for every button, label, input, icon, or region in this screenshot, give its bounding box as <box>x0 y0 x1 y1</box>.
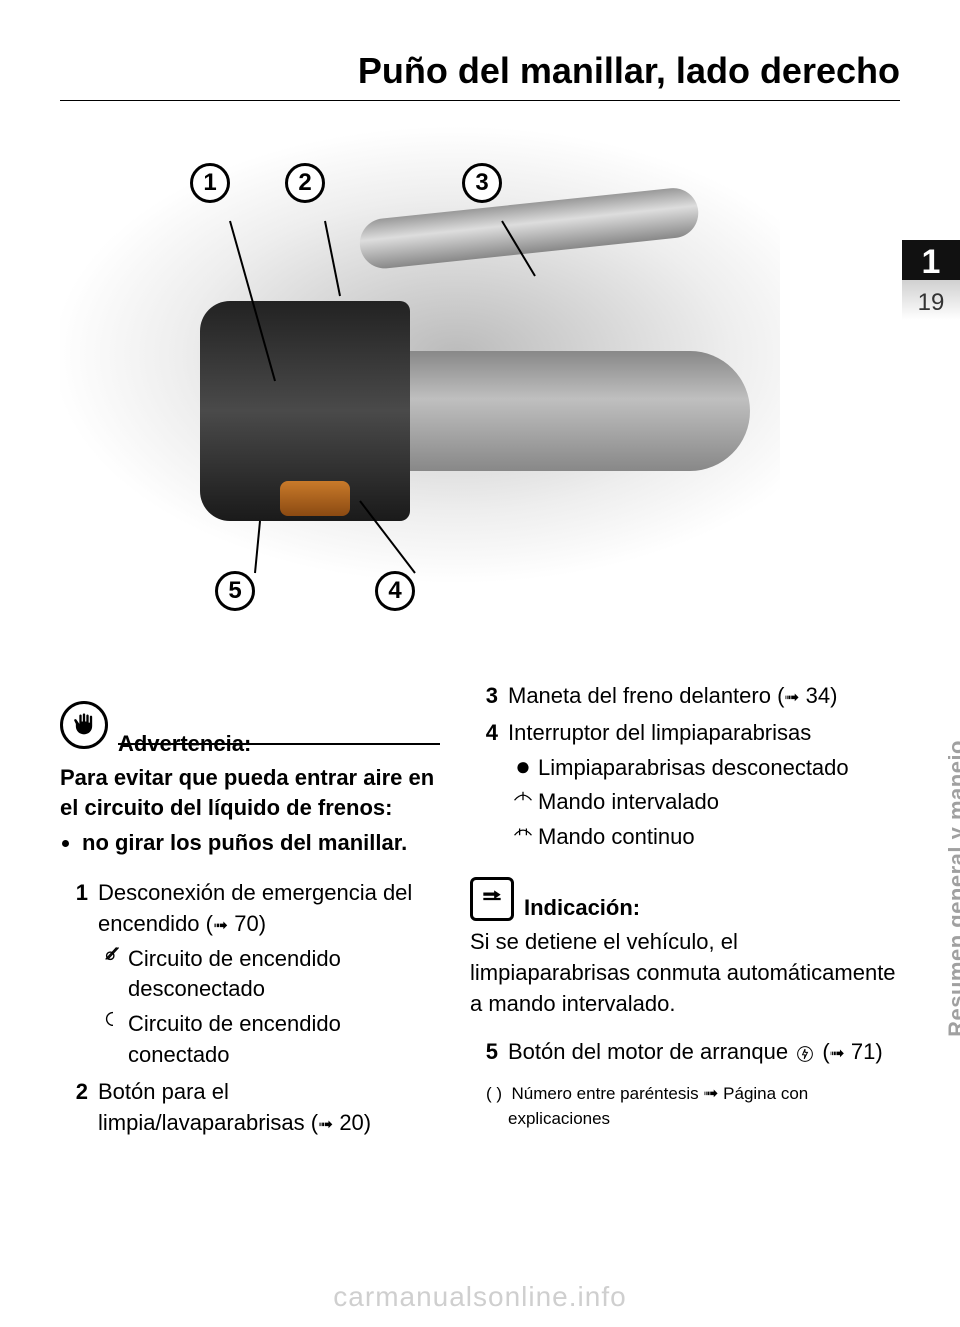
callout-2: 2 <box>285 163 325 203</box>
page-number: 19 <box>902 289 960 317</box>
def-item-3: 3 Maneta del freno delantero (➟ 34) <box>470 681 900 712</box>
callout-1: 1 <box>190 163 230 203</box>
sub-engine-off: Circuito de encendido desconectado <box>98 944 440 1006</box>
def-num: 2 <box>60 1077 88 1139</box>
def-text: Interruptor del limpiaparabrisas ● Limpi… <box>508 718 900 853</box>
def-text: Desconexión de emergencia del encendido … <box>98 878 440 1071</box>
pageref-arrow-icon: ➟ <box>703 1083 718 1103</box>
watermark: carmanualsonline.info <box>0 1281 960 1313</box>
warning-body: Para evitar que pueda entrar aire en el … <box>60 763 440 858</box>
callout-3: 3 <box>462 163 502 203</box>
footnote: ( ) Número entre paréntesis ➟ Página con… <box>470 1080 900 1131</box>
callout-4: 4 <box>375 571 415 611</box>
left-column: Advertencia: Para evitar que pueda entra… <box>60 681 440 1144</box>
warning-bullet: no girar los puños del manillar. <box>82 828 440 858</box>
starter-icon <box>794 1039 822 1064</box>
warning-label: Advertencia: <box>118 731 251 756</box>
handlebar-diagram: 1 2 3 5 4 <box>60 121 780 641</box>
def-num: 1 <box>60 878 88 1071</box>
def-text: Maneta del freno delantero (➟ 34) <box>508 681 900 712</box>
title-rule <box>60 100 900 101</box>
manual-page: Puño del manillar, lado derecho 1 19 Res… <box>0 0 960 1327</box>
dot-icon: ● <box>508 753 538 779</box>
def-item-5: 5 Botón del motor de arranque (➟ 71) <box>470 1037 900 1068</box>
def-text: Botón para el limpia/lavaparabrisas (➟ 2… <box>98 1077 440 1139</box>
warning-text: Para evitar que pueda entrar aire en el … <box>60 765 434 820</box>
def-num: 5 <box>470 1037 498 1068</box>
def-item-2: 2 Botón para el limpia/lavaparabrisas (➟… <box>60 1077 440 1139</box>
left-def-list: 1 Desconexión de emergencia del encendid… <box>60 878 440 1138</box>
page-title: Puño del manillar, lado derecho <box>60 50 900 92</box>
def-item-4: 4 Interruptor del limpiaparabrisas ● Lim… <box>470 718 900 853</box>
engine-on-icon <box>98 1009 128 1027</box>
leader-lines <box>60 121 780 641</box>
sub-wiper-interval: Mando intervalado <box>508 787 900 818</box>
content-columns: Advertencia: Para evitar que pueda entra… <box>60 681 900 1144</box>
sub-engine-on: Circuito de encendido conectado <box>98 1009 440 1071</box>
note-body: Si se detiene el vehículo, el limpiapara… <box>470 927 900 1019</box>
callout-5: 5 <box>215 571 255 611</box>
engine-off-icon <box>98 944 128 962</box>
item5-block: 5 Botón del motor de arranque (➟ 71) <box>470 1037 900 1068</box>
sub-wiper-continuous: Mando continuo <box>508 822 900 853</box>
right-column: 3 Maneta del freno delantero (➟ 34) 4 In… <box>470 681 900 1144</box>
pageref-arrow-icon: ➟ <box>318 1114 333 1134</box>
right-def-list: 3 Maneta del freno delantero (➟ 34) 4 In… <box>470 681 900 853</box>
pageref-arrow-icon: ➟ <box>784 687 799 707</box>
pageref-arrow-icon: ➟ <box>213 915 228 935</box>
def-num: 3 <box>470 681 498 712</box>
def-item-1: 1 Desconexión de emergencia del encendid… <box>60 878 440 1071</box>
sub-wiper-off: ● Limpiaparabrisas desconectado <box>508 753 900 784</box>
chapter-number: 1 <box>902 244 960 281</box>
hand-stop-icon <box>60 701 108 749</box>
note-label: Indicación: <box>524 895 640 921</box>
def-num: 4 <box>470 718 498 853</box>
pageref-arrow-icon: ➟ <box>830 1043 845 1063</box>
note-icon <box>470 877 514 921</box>
chapter-tab: 1 19 <box>902 240 960 320</box>
wiper-interval-icon <box>508 787 538 805</box>
note-header: Indicación: <box>470 877 900 921</box>
wiper-continuous-icon <box>508 822 538 840</box>
def-text: Botón del motor de arranque (➟ 71) <box>508 1037 900 1068</box>
section-label: Resumen general y manejo <box>944 740 960 1037</box>
